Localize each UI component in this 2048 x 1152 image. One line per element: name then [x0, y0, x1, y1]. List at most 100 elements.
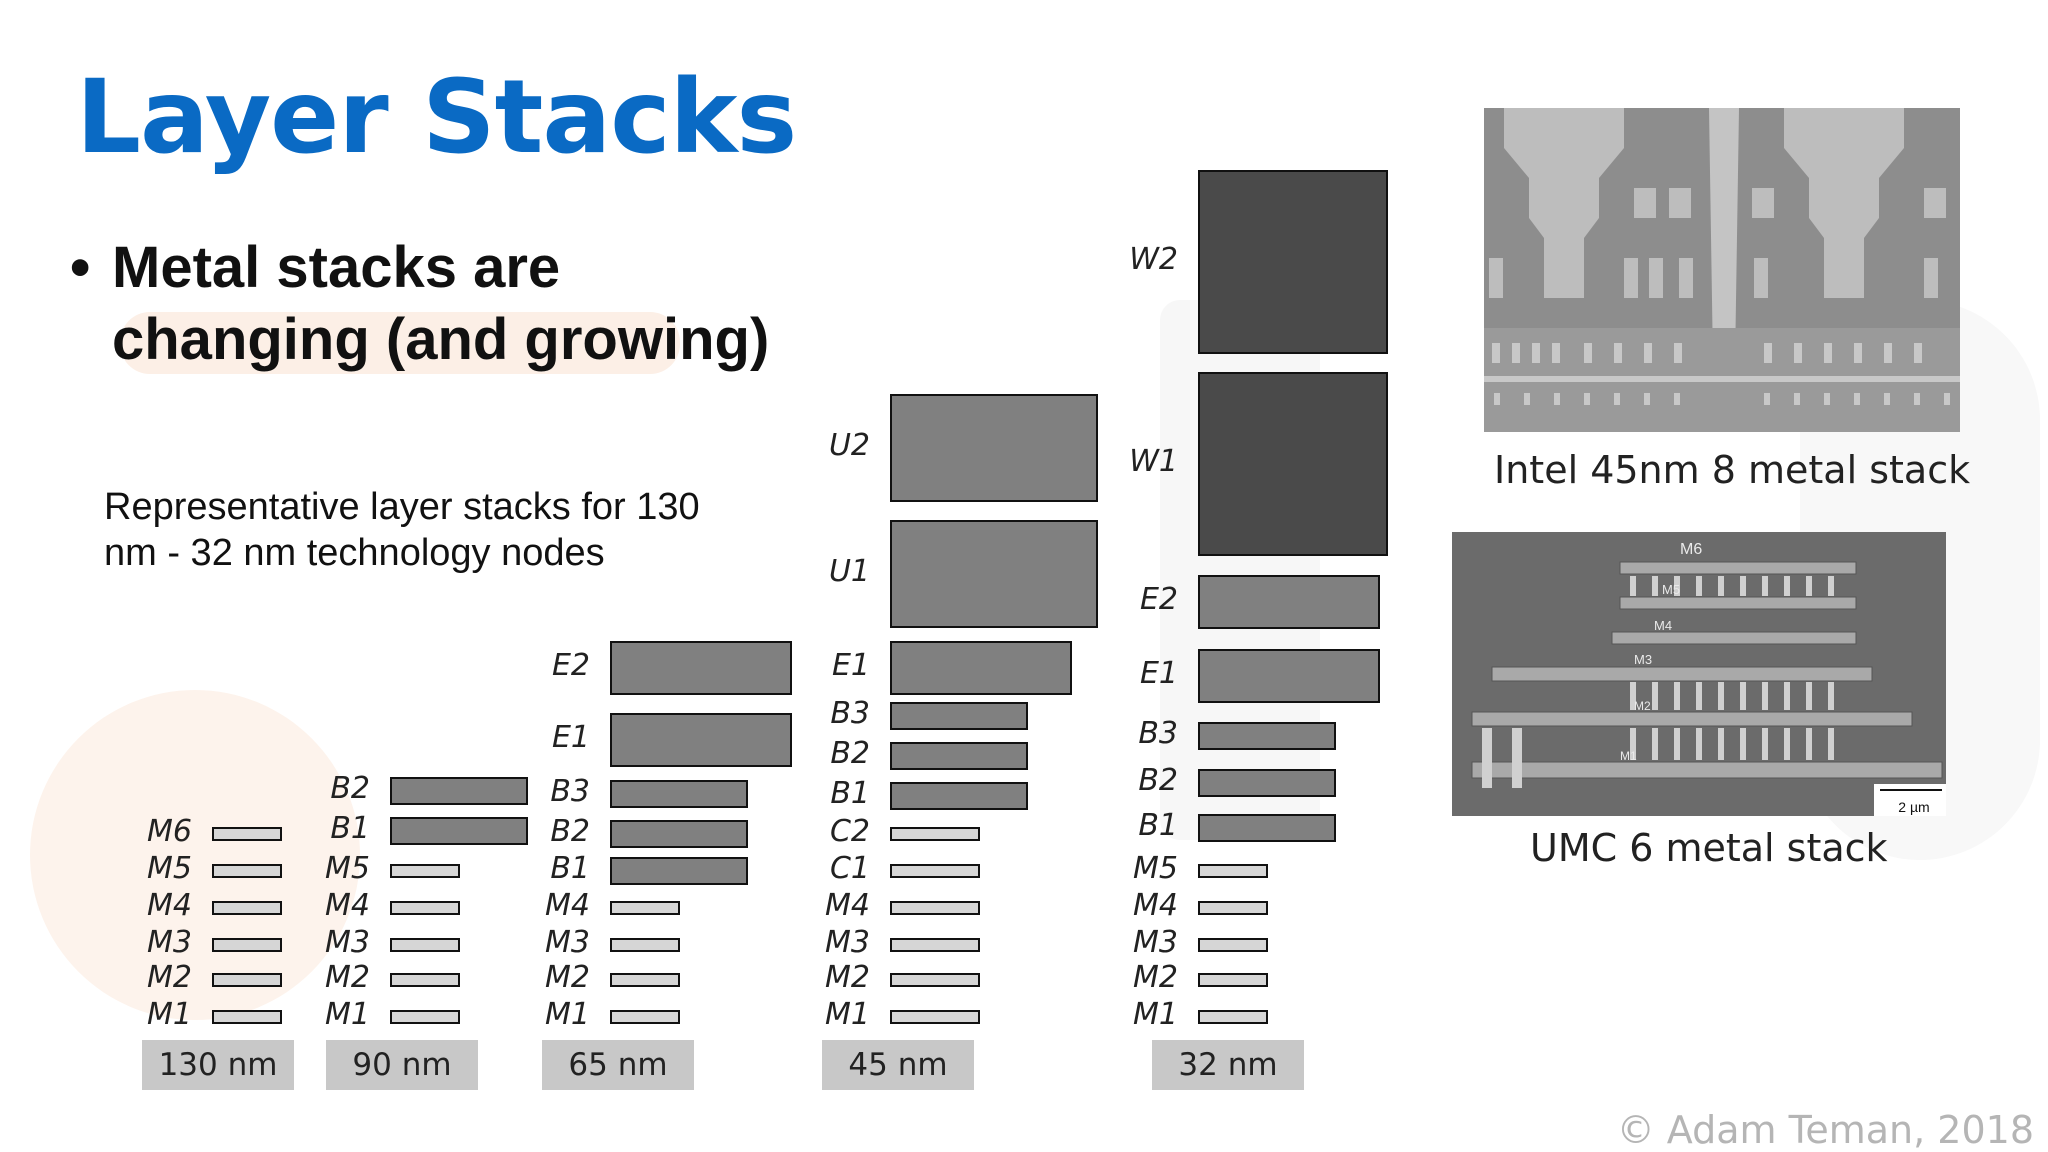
layer-bar-45nm-m2: [890, 973, 980, 987]
layer-label-90nm-m4: M4: [325, 888, 370, 923]
layer-label-90nm-b2: B2: [330, 771, 370, 806]
layer-label-45nm-m2: M2: [825, 960, 870, 995]
layer-bar-45nm-m1: [890, 1010, 980, 1024]
layer-bar-130nm-m3: [212, 938, 282, 952]
layer-label-32nm-e1: E1: [1139, 656, 1178, 691]
umc-scale-label: 2 µm: [1898, 799, 1929, 815]
layer-bar-32nm-m2: [1198, 973, 1268, 987]
layer-label-32nm-b2: B2: [1138, 763, 1178, 798]
layer-label-90nm-m5: M5: [325, 851, 370, 886]
layer-label-130nm-m4: M4: [147, 888, 192, 923]
layer-bar-65nm-b3: [610, 780, 748, 808]
layer-label-45nm-b2: B2: [830, 736, 870, 771]
layer-bar-32nm-m5: [1198, 864, 1268, 878]
layer-bar-32nm-e1: [1198, 649, 1380, 703]
layer-label-65nm-m4: M4: [545, 888, 590, 923]
layer-label-32nm-b3: B3: [1138, 716, 1178, 751]
node-label-32nm: 32 nm: [1152, 1040, 1304, 1090]
layer-label-65nm-m3: M3: [545, 925, 590, 960]
layer-label-45nm-m3: M3: [825, 925, 870, 960]
layer-label-130nm-m5: M5: [147, 851, 192, 886]
layer-bar-65nm-b2: [610, 820, 748, 848]
layer-bar-32nm-m1: [1198, 1010, 1268, 1024]
bullet-marker: •: [70, 235, 91, 300]
layer-bar-45nm-c2: [890, 827, 980, 841]
layer-label-45nm-u2: U2: [828, 428, 870, 463]
layer-bar-90nm-b2: [390, 777, 528, 805]
layer-bar-45nm-b3: [890, 702, 1028, 730]
umc-label-m3: M3: [1634, 652, 1652, 667]
layer-label-45nm-c1: C1: [829, 851, 870, 886]
layer-bar-130nm-m4: [212, 901, 282, 915]
layer-bar-90nm-m4: [390, 901, 460, 915]
layer-bar-45nm-e1: [890, 641, 1072, 695]
layer-bar-32nm-w1: [1198, 372, 1388, 556]
layer-bar-32nm-e2: [1198, 575, 1380, 629]
layer-label-65nm-e2: E2: [551, 648, 590, 683]
layer-label-45nm-m1: M1: [825, 997, 870, 1032]
umc-label-m2: M2: [1634, 699, 1651, 713]
layer-label-45nm-u1: U1: [828, 554, 870, 589]
layer-bar-45nm-m4: [890, 901, 980, 915]
bullet-text: Metal stacks are changing (and growing): [112, 235, 770, 372]
layer-label-90nm-m3: M3: [325, 925, 370, 960]
layer-bar-130nm-m6: [212, 827, 282, 841]
layer-bar-45nm-b1: [890, 782, 1028, 810]
layer-label-32nm-m1: M1: [1133, 997, 1178, 1032]
slide-title: Layer Stacks: [76, 58, 797, 177]
umc-label-m5: M5: [1662, 582, 1680, 597]
layer-bar-130nm-m5: [212, 864, 282, 878]
watermark-shape: [30, 690, 360, 1020]
layer-bar-45nm-m3: [890, 938, 980, 952]
layer-label-65nm-m2: M2: [545, 960, 590, 995]
node-label-90nm: 90 nm: [326, 1040, 478, 1090]
node-label-65nm: 65 nm: [542, 1040, 694, 1090]
umc-photo-caption: UMC 6 metal stack: [1530, 826, 1888, 870]
layer-bar-32nm-m3: [1198, 938, 1268, 952]
layer-bar-45nm-c1: [890, 864, 980, 878]
layer-bar-90nm-m2: [390, 973, 460, 987]
layer-bar-130nm-m1: [212, 1010, 282, 1024]
layer-label-32nm-m4: M4: [1133, 888, 1178, 923]
layer-bar-65nm-m1: [610, 1010, 680, 1024]
layer-label-32nm-b1: B1: [1138, 808, 1178, 843]
layer-label-45nm-b3: B3: [830, 696, 870, 731]
node-label-130nm: 130 nm: [142, 1040, 294, 1090]
layer-bar-65nm-m2: [610, 973, 680, 987]
umc-label-m1: M1: [1620, 749, 1637, 763]
layer-label-32nm-e2: E2: [1139, 582, 1178, 617]
layer-label-32nm-m2: M2: [1133, 960, 1178, 995]
intel-stack-photo: [1484, 108, 1960, 432]
layer-bar-32nm-b3: [1198, 722, 1336, 750]
umc-stack-image: M6 M5 M4 M3 M2 M1 2 µm: [1452, 532, 1946, 816]
layer-label-130nm-m1: M1: [147, 997, 192, 1032]
layer-bar-45nm-u1: [890, 520, 1098, 628]
layer-bar-65nm-e1: [610, 713, 792, 767]
layer-label-130nm-m3: M3: [147, 925, 192, 960]
layer-bar-90nm-m1: [390, 1010, 460, 1024]
layer-bar-65nm-m4: [610, 901, 680, 915]
layer-label-32nm-m5: M5: [1133, 851, 1178, 886]
layer-label-90nm-b1: B1: [330, 811, 370, 846]
umc-stack-photo: M6 M5 M4 M3 M2 M1 2 µm: [1452, 532, 1946, 816]
layer-label-45nm-c2: C2: [829, 814, 870, 849]
intel-stack-image: [1484, 108, 1960, 432]
layer-bar-90nm-m5: [390, 864, 460, 878]
layer-label-65nm-m1: M1: [545, 997, 590, 1032]
layer-bar-32nm-m4: [1198, 901, 1268, 915]
layer-bar-32nm-b2: [1198, 769, 1336, 797]
layer-bar-90nm-b1: [390, 817, 528, 845]
layer-label-90nm-m1: M1: [325, 997, 370, 1032]
layer-bar-32nm-w2: [1198, 170, 1388, 354]
layer-bar-32nm-b1: [1198, 814, 1336, 842]
watermark-shape: [120, 312, 680, 374]
layer-label-65nm-b2: B2: [550, 814, 590, 849]
layer-label-65nm-b3: B3: [550, 774, 590, 809]
layer-label-130nm-m2: M2: [147, 960, 192, 995]
layer-label-45nm-b1: B1: [830, 776, 870, 811]
layer-label-65nm-b1: B1: [550, 851, 590, 886]
layer-label-32nm-w2: W2: [1129, 242, 1178, 277]
layer-label-45nm-e1: E1: [831, 648, 870, 683]
layer-bar-65nm-b1: [610, 857, 748, 885]
layer-label-45nm-m4: M4: [825, 888, 870, 923]
